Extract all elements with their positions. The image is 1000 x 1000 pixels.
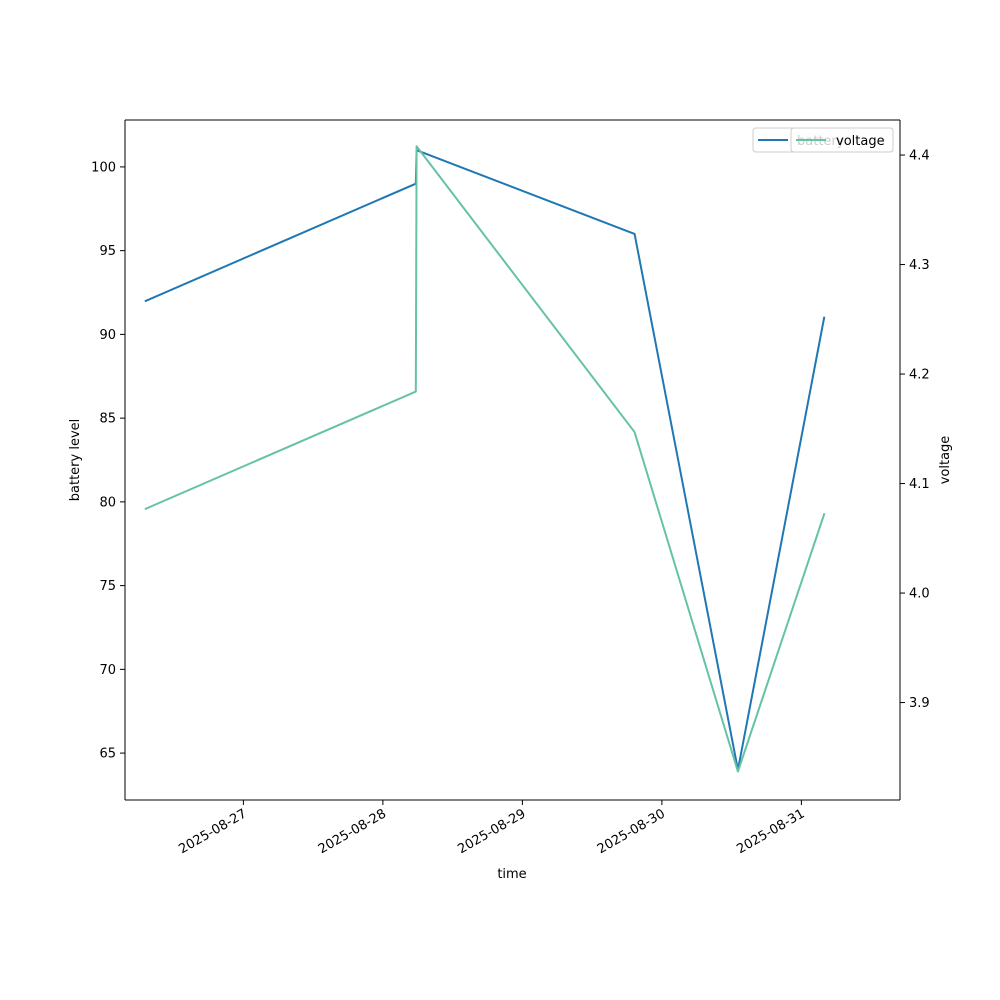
- x-tick-label: 2025-08-31: [734, 806, 807, 857]
- y2-tick-label: 4.1: [909, 477, 930, 492]
- y2-tick-label: 4.2: [909, 368, 930, 383]
- y-tick-label: 65: [99, 747, 116, 762]
- y-tick-label: 80: [99, 495, 116, 510]
- y2-tick-label: 3.9: [909, 696, 930, 711]
- y-axis-title: battery level: [68, 419, 83, 502]
- y-tick-label: 90: [99, 328, 116, 343]
- y2-axis-title: voltage: [938, 436, 953, 485]
- y2-tick-label: 4.0: [909, 587, 930, 602]
- series-layer: [144, 145, 826, 773]
- series-line-battery: [144, 149, 826, 771]
- legend-box-voltage: [790, 127, 894, 153]
- series-line-voltage: [144, 145, 826, 773]
- x-axis-title: time: [497, 867, 526, 882]
- y2-tick-label: 4.4: [909, 149, 930, 164]
- x-tick-label: 2025-08-29: [455, 806, 528, 857]
- y-tick-label: 95: [99, 244, 116, 259]
- y-tick-label: 70: [99, 663, 116, 678]
- x-tick-label: 2025-08-30: [595, 806, 668, 857]
- y2-tick-label: 4.3: [909, 258, 930, 273]
- y-tick-label: 75: [99, 579, 116, 594]
- y-tick-label: 85: [99, 412, 116, 427]
- legend: batteryvoltage: [752, 127, 894, 153]
- x-tick-label: 2025-08-28: [316, 806, 389, 857]
- y-tick-label: 100: [91, 160, 116, 175]
- plot-area: [125, 120, 900, 800]
- x-tick-label: 2025-08-27: [176, 806, 249, 857]
- legend-label-voltage: voltage: [836, 134, 885, 149]
